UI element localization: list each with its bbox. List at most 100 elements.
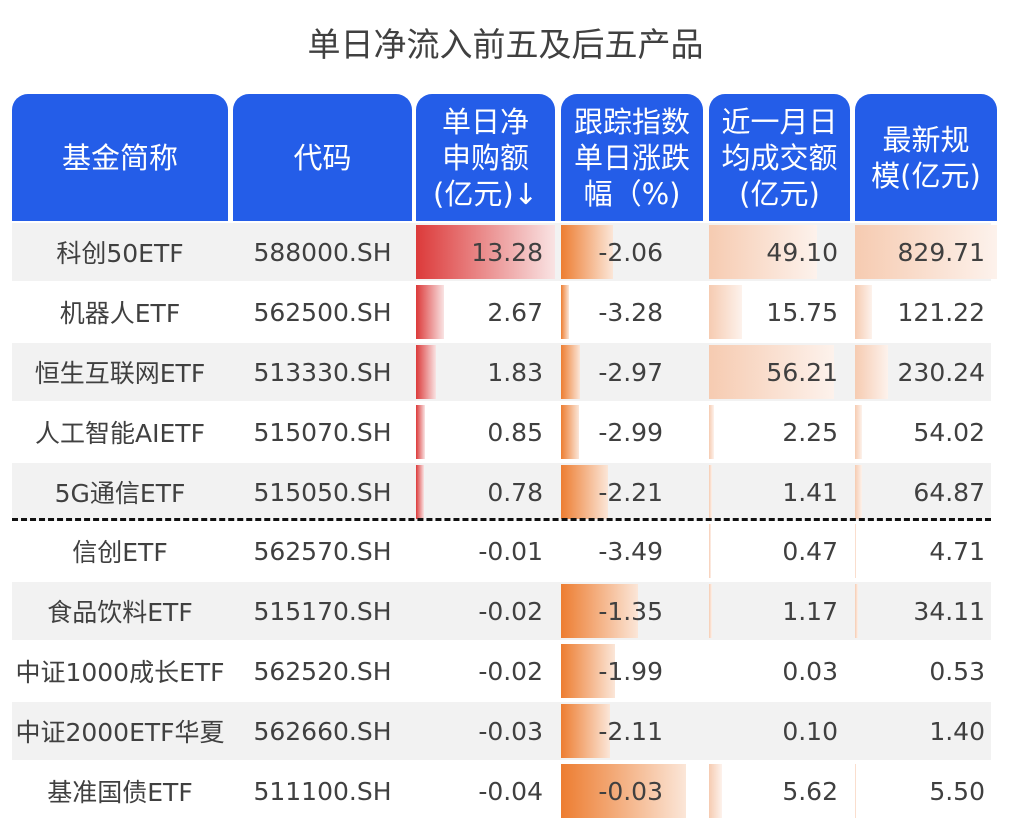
scale-data-bar: [855, 405, 862, 459]
index-change-cell: -2.99: [561, 403, 703, 461]
netflow-cell-value: -0.01: [478, 536, 543, 566]
fund-name-cell: 中证2000ETF华夏: [12, 702, 228, 760]
netflow-cell: 1.83: [416, 343, 555, 401]
netflow-cell: 0.85: [416, 403, 555, 461]
turnover-data-bar: [709, 345, 834, 399]
turnover-cell: 2.25: [709, 403, 850, 461]
header-fund-name: 基金简称: [12, 94, 228, 221]
turnover-cell: 49.10: [709, 223, 850, 281]
turnover-cell-value: 56.21: [766, 357, 838, 387]
index_chg-data-bar: [561, 764, 686, 818]
index-change-cell-value: -1.35: [598, 596, 663, 626]
table-row[interactable]: 基准国债ETF 511100.SH -0.04 -0.03 5.62 5.50: [12, 762, 991, 820]
index-change-cell: -2.97: [561, 343, 703, 401]
header-label: 近一月日: [721, 104, 838, 139]
table-row[interactable]: 恒生互联网ETF 513330.SH 1.83 -2.97 56.21 230.24: [12, 343, 991, 401]
turnover-data-bar: [709, 764, 722, 818]
scale-data-bar: [855, 465, 862, 519]
turnover-cell: 56.21: [709, 343, 850, 401]
turnover-cell: 0.03: [709, 642, 850, 700]
fund-code-cell: 562520.SH: [233, 642, 412, 700]
scale-cell: 230.24: [855, 343, 997, 401]
turnover-cell: 15.75: [709, 283, 850, 341]
fund-code-cell-value: 515050.SH: [253, 477, 392, 507]
turnover-data-bar: [709, 285, 742, 339]
table-row[interactable]: 5G通信ETF 515050.SH 0.78 -2.21 1.41 64.87: [12, 463, 991, 521]
header-code: 代码: [233, 94, 412, 221]
index-change-cell: -2.06: [561, 223, 703, 281]
table-row[interactable]: 科创50ETF 588000.SH 13.28 -2.06 49.10 829.71: [12, 223, 997, 281]
turnover-cell: 5.62: [709, 762, 850, 820]
index-change-cell-value: -2.06: [598, 237, 663, 267]
turnover-data-bar: [709, 405, 714, 459]
scale-cell-value: 54.02: [913, 417, 985, 447]
fund-name-cell-value: 科创50ETF: [56, 239, 184, 268]
table-row[interactable]: 中证2000ETF华夏 562660.SH -0.03 -2.11 0.10 1.40: [12, 702, 991, 760]
fund-name-cell: 食品饮料ETF: [12, 582, 228, 640]
scale-cell-value: 0.53: [929, 656, 985, 686]
table-row[interactable]: 中证1000成长ETF 562520.SH -0.02 -1.99 0.03 0.53: [12, 642, 991, 700]
fund-code-cell: 515050.SH: [233, 463, 412, 521]
netflow-data-bar: [416, 405, 425, 459]
index-change-cell: -1.99: [561, 642, 703, 700]
top-bottom-divider: [12, 518, 991, 521]
scale-cell-value: 230.24: [897, 357, 985, 387]
fund-name-cell-value: 5G通信ETF: [54, 479, 186, 508]
fund-name-cell: 中证1000成长ETF: [12, 642, 228, 700]
header-label: 代码: [293, 140, 352, 175]
netflow-cell-value: 0.78: [487, 477, 543, 507]
fund-code-cell-value: 515170.SH: [253, 596, 392, 626]
netflow-cell: 13.28: [416, 223, 555, 281]
fund-code-cell: 562570.SH: [233, 522, 412, 580]
fund-name-cell-value: 食品饮料ETF: [47, 598, 193, 627]
scale-data-bar: [855, 345, 888, 399]
scale-data-bar: [855, 584, 858, 638]
table-row[interactable]: 信创ETF 562570.SH -0.01 -3.49 0.47 4.71: [12, 522, 991, 580]
fund-name-cell-value: 人工智能AIETF: [35, 419, 205, 448]
fund-code-cell: 588000.SH: [233, 223, 412, 281]
header-scale: 最新规 模(亿元): [855, 94, 997, 221]
turnover-cell-value: 49.10: [766, 237, 838, 267]
fund-code-cell-value: 588000.SH: [253, 237, 392, 267]
netflow-cell: -0.03: [416, 702, 555, 760]
scale-cell-value: 64.87: [913, 477, 985, 507]
header-netflow[interactable]: 单日净 申购额 (亿元)↓: [416, 94, 555, 221]
header-label: 申购额: [441, 140, 529, 175]
header-label: 均成交额: [721, 140, 838, 175]
header-label: 跟踪指数: [573, 104, 690, 139]
fund-code-cell: 515070.SH: [233, 403, 412, 461]
index_chg-data-bar: [561, 644, 615, 698]
table-row[interactable]: 食品饮料ETF 515170.SH -0.02 -1.35 1.17 34.11: [12, 582, 991, 640]
table-row[interactable]: 人工智能AIETF 515070.SH 0.85 -2.99 2.25 54.02: [12, 403, 991, 461]
table-row[interactable]: 机器人ETF 562500.SH 2.67 -3.28 15.75 121.22: [12, 283, 991, 341]
scale-data-bar: [855, 524, 856, 578]
chart-title: 单日净流入前五及后五产品: [307, 25, 704, 64]
netflow-cell: -0.04: [416, 762, 555, 820]
scale-data-bar: [855, 285, 872, 339]
scale-data-bar: [855, 764, 856, 818]
netflow-cell-value: 1.83: [487, 357, 543, 387]
fund-name-cell: 恒生互联网ETF: [12, 343, 228, 401]
turnover-cell-value: 15.75: [766, 297, 838, 327]
netflow-cell: -0.02: [416, 642, 555, 700]
fund-code-cell: 515170.SH: [233, 582, 412, 640]
netflow-cell: -0.02: [416, 582, 555, 640]
scale-cell-value: 4.71: [929, 536, 985, 566]
fund-name-cell-value: 机器人ETF: [59, 299, 181, 328]
fund-name-cell: 机器人ETF: [12, 283, 228, 341]
netflow-cell-value: -0.04: [478, 776, 543, 806]
scale-cell: 34.11: [855, 582, 997, 640]
fund-name-cell-value: 中证2000ETF华夏: [15, 718, 225, 747]
turnover-data-bar: [709, 584, 712, 638]
scale-cell: 829.71: [855, 223, 997, 281]
fund-code-cell-value: 511100.SH: [253, 776, 392, 806]
netflow-cell-value: -0.02: [478, 656, 543, 686]
turnover-cell-value: 1.17: [782, 596, 838, 626]
turnover-data-bar: [709, 225, 817, 279]
index-change-cell-value: -3.28: [598, 297, 663, 327]
scale-cell: 0.53: [855, 642, 997, 700]
netflow-cell-value: -0.02: [478, 596, 543, 626]
index-change-cell-value: -0.03: [598, 776, 663, 806]
turnover-cell-value: 0.47: [782, 536, 838, 566]
header-label: 基金简称: [61, 140, 178, 175]
